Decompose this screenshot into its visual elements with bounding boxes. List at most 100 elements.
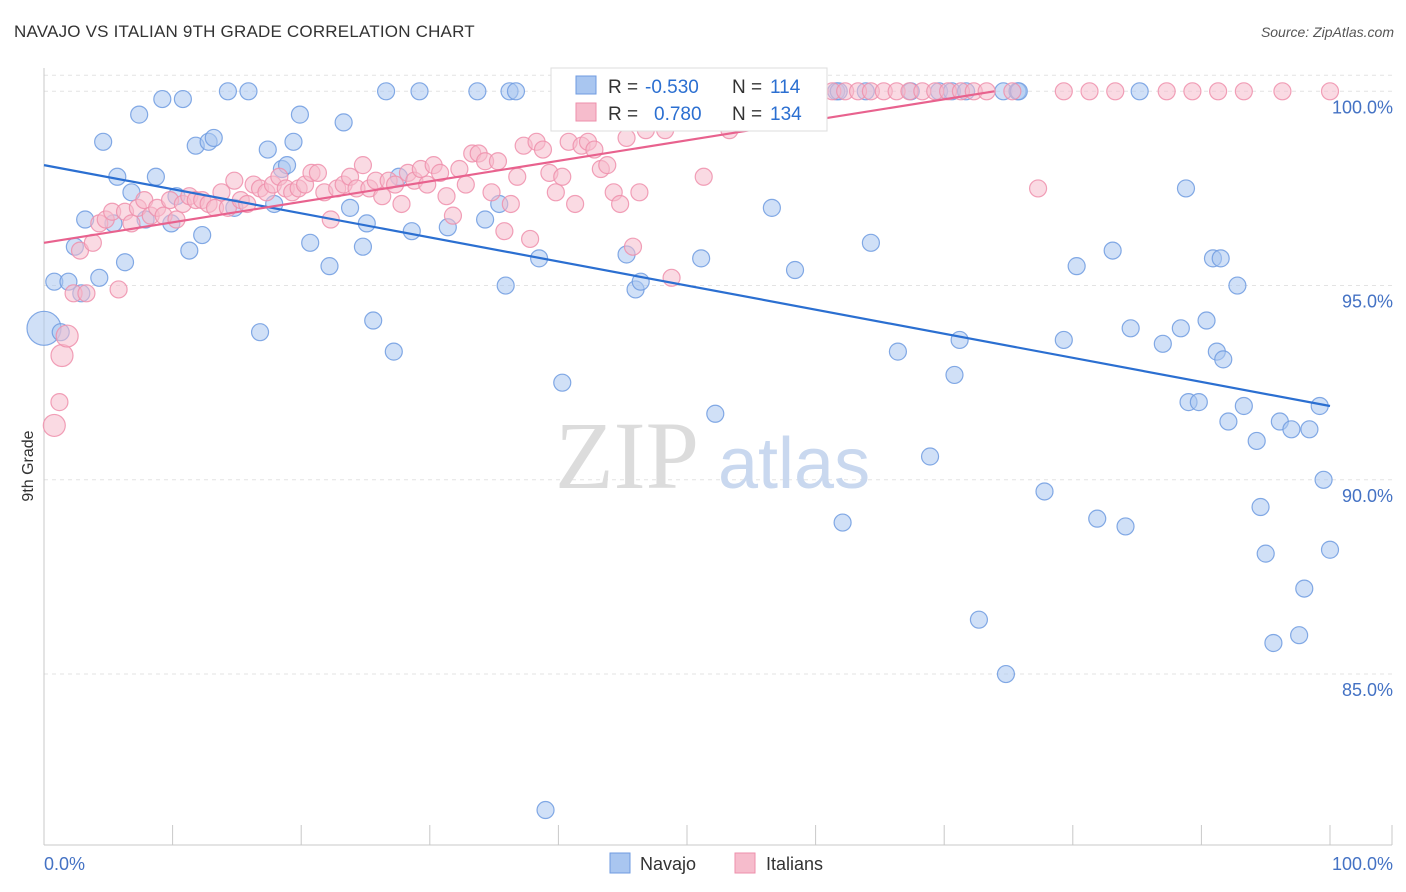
- italians-point: [1209, 82, 1228, 101]
- legend-swatch-navajo: [575, 75, 597, 95]
- italians-point: [167, 210, 186, 229]
- legend-r-label-italians: R =: [608, 104, 638, 125]
- navajo-point: [94, 132, 113, 151]
- legend-swatch-italians: [575, 102, 597, 122]
- italians-point: [623, 237, 643, 256]
- y-tick-labels: 85.0% 90.0% 95.0% 100.0%: [1332, 97, 1393, 700]
- legend-top: R = -0.530 N = 114 R = 0.780 N = 134: [550, 67, 828, 132]
- italians-point: [1157, 82, 1176, 101]
- italians-point: [1003, 82, 1022, 101]
- trend-lines: [43, 90, 1331, 408]
- navajo-point: [1197, 311, 1216, 330]
- navajo-point: [146, 167, 165, 186]
- navajo-point: [496, 276, 515, 295]
- navajo-point: [1219, 412, 1238, 431]
- y-tick-label: 95.0%: [1342, 292, 1393, 312]
- italians-point: [443, 206, 463, 225]
- navajo-point: [1067, 257, 1086, 276]
- italians-point: [50, 343, 74, 368]
- italians-point: [495, 222, 514, 241]
- legend-n-value-navajo: 114: [770, 77, 801, 98]
- italians-point: [392, 194, 411, 214]
- navajo-point: [1189, 393, 1208, 412]
- navajo-point: [1035, 482, 1054, 501]
- legend-r-value-italians: 0.780: [654, 104, 702, 125]
- navajo-point: [1171, 319, 1190, 338]
- legend-n-label-italians: N =: [732, 104, 762, 125]
- navajo-point: [153, 89, 172, 109]
- italians-point: [55, 324, 79, 348]
- navajo-point: [1256, 544, 1275, 563]
- italians-point: [1080, 82, 1099, 101]
- navajo-point: [1295, 579, 1314, 598]
- italians-trend-line: [43, 90, 995, 244]
- navajo-point: [258, 140, 277, 159]
- italians-point: [508, 167, 527, 186]
- navajo-point: [1153, 334, 1172, 353]
- navajo-point: [90, 268, 109, 287]
- watermark-zip: ZIP: [555, 402, 699, 509]
- navajo-trend-line: [43, 164, 1331, 408]
- italians-point: [566, 194, 585, 214]
- watermark-atlas: atlas: [718, 424, 870, 504]
- navajo-point: [290, 105, 310, 124]
- legend-r-label-navajo: R =: [608, 77, 638, 98]
- legend-bottom: Navajo Italians: [609, 852, 823, 874]
- legend-bottom-swatch-navajo: [609, 852, 631, 874]
- navajo-point: [1121, 319, 1140, 338]
- italians-point: [77, 284, 96, 303]
- navajo-point: [364, 311, 383, 330]
- navajo-point: [340, 198, 360, 217]
- navajo-point: [1054, 330, 1073, 350]
- navajo-point: [284, 132, 303, 151]
- navajo-point: [410, 82, 429, 101]
- legend-bottom-label-italians: Italians: [766, 854, 823, 874]
- italians-point: [977, 82, 996, 101]
- italians-point: [501, 194, 520, 214]
- navajo-point: [536, 800, 555, 820]
- navajo-point: [888, 342, 908, 361]
- italians-point: [109, 280, 128, 299]
- navajo-point: [353, 237, 373, 256]
- italians-point: [694, 167, 713, 186]
- navajo-point: [173, 89, 192, 109]
- italians-point: [225, 171, 244, 190]
- italians-point: [546, 183, 565, 202]
- navajo-point: [950, 330, 969, 350]
- italians-point: [42, 413, 66, 438]
- italians-point: [437, 187, 456, 206]
- series-italians-points: [42, 82, 1340, 438]
- italians-point: [1183, 82, 1202, 101]
- italians-point: [353, 156, 373, 175]
- navajo-point: [861, 233, 880, 252]
- axes: [43, 68, 1392, 846]
- navajo-point: [334, 113, 353, 132]
- y-axis-label: 9th Grade: [20, 430, 37, 501]
- x-tick-labels: 0.0% 100.0%: [43, 825, 1393, 874]
- navajo-point: [301, 233, 320, 252]
- navajo-point: [180, 241, 199, 260]
- y-tick-label: 100.0%: [1332, 97, 1393, 117]
- navajo-point: [1214, 350, 1233, 369]
- italians-point: [1054, 82, 1073, 101]
- navajo-point: [833, 513, 852, 532]
- italians-point: [533, 140, 553, 159]
- chart-title: NAVAJO VS ITALIAN 9TH GRADE CORRELATION …: [14, 22, 475, 41]
- italians-point: [308, 163, 328, 182]
- navajo-point: [320, 257, 339, 276]
- navajo-point: [1116, 517, 1135, 536]
- italians-point: [611, 194, 630, 214]
- navajo-point: [1228, 276, 1247, 295]
- navajo-point: [1088, 509, 1107, 528]
- italians-point: [373, 187, 392, 206]
- legend-top-box: [550, 67, 828, 132]
- navajo-point: [402, 222, 421, 241]
- legend-n-value-italians: 134: [770, 104, 802, 125]
- italians-point: [521, 229, 540, 249]
- grid-lines: [44, 74, 1392, 675]
- navajo-point: [945, 365, 964, 385]
- navajo-point: [1176, 179, 1196, 198]
- italians-point: [50, 393, 69, 412]
- navajo-point: [1290, 626, 1309, 645]
